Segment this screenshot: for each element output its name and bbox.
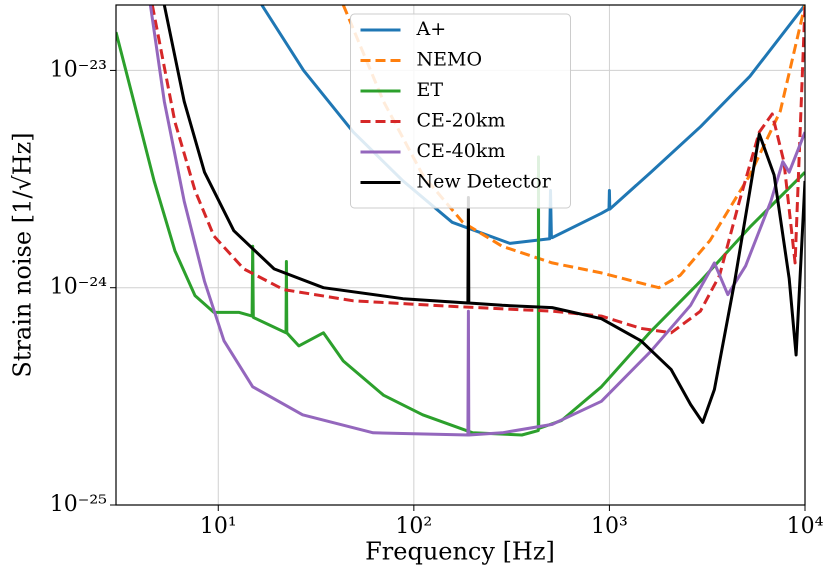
axes: 10¹ 10² 10³ 10⁴ 10⁻²⁵ 10⁻²⁴ 10⁻²³ — [50, 57, 824, 539]
y-axis-label: Strain noise [1/√Hz] — [9, 132, 37, 377]
legend-label: New Detector — [417, 171, 552, 193]
series-line — [148, 5, 805, 437]
legend-label: NEMO — [417, 49, 483, 71]
x-tick-label: 10³ — [591, 514, 628, 539]
y-tick-label: 10⁻²⁵ — [50, 492, 107, 517]
series-line — [150, 5, 805, 335]
x-tick-label: 10¹ — [200, 514, 237, 539]
legend-label: CE-40km — [417, 140, 506, 162]
legend-box — [350, 13, 571, 209]
legend-label: ET — [417, 79, 444, 101]
y-tick-label: 10⁻²⁴ — [50, 275, 107, 300]
x-tick-label: 10⁴ — [787, 514, 824, 539]
series-line — [116, 31, 805, 437]
legend-label: CE-20km — [417, 110, 506, 132]
y-tick-label: 10⁻²³ — [50, 57, 107, 82]
x-axis-label: Frequency [Hz] — [365, 538, 555, 566]
legend: A+ NEMO ET CE-20km CE-40km New Detector — [350, 13, 571, 209]
plot-frame — [115, 4, 806, 506]
x-tick-label: 10² — [395, 514, 432, 539]
series-line — [162, 5, 805, 424]
legend-label: A+ — [416, 18, 447, 40]
